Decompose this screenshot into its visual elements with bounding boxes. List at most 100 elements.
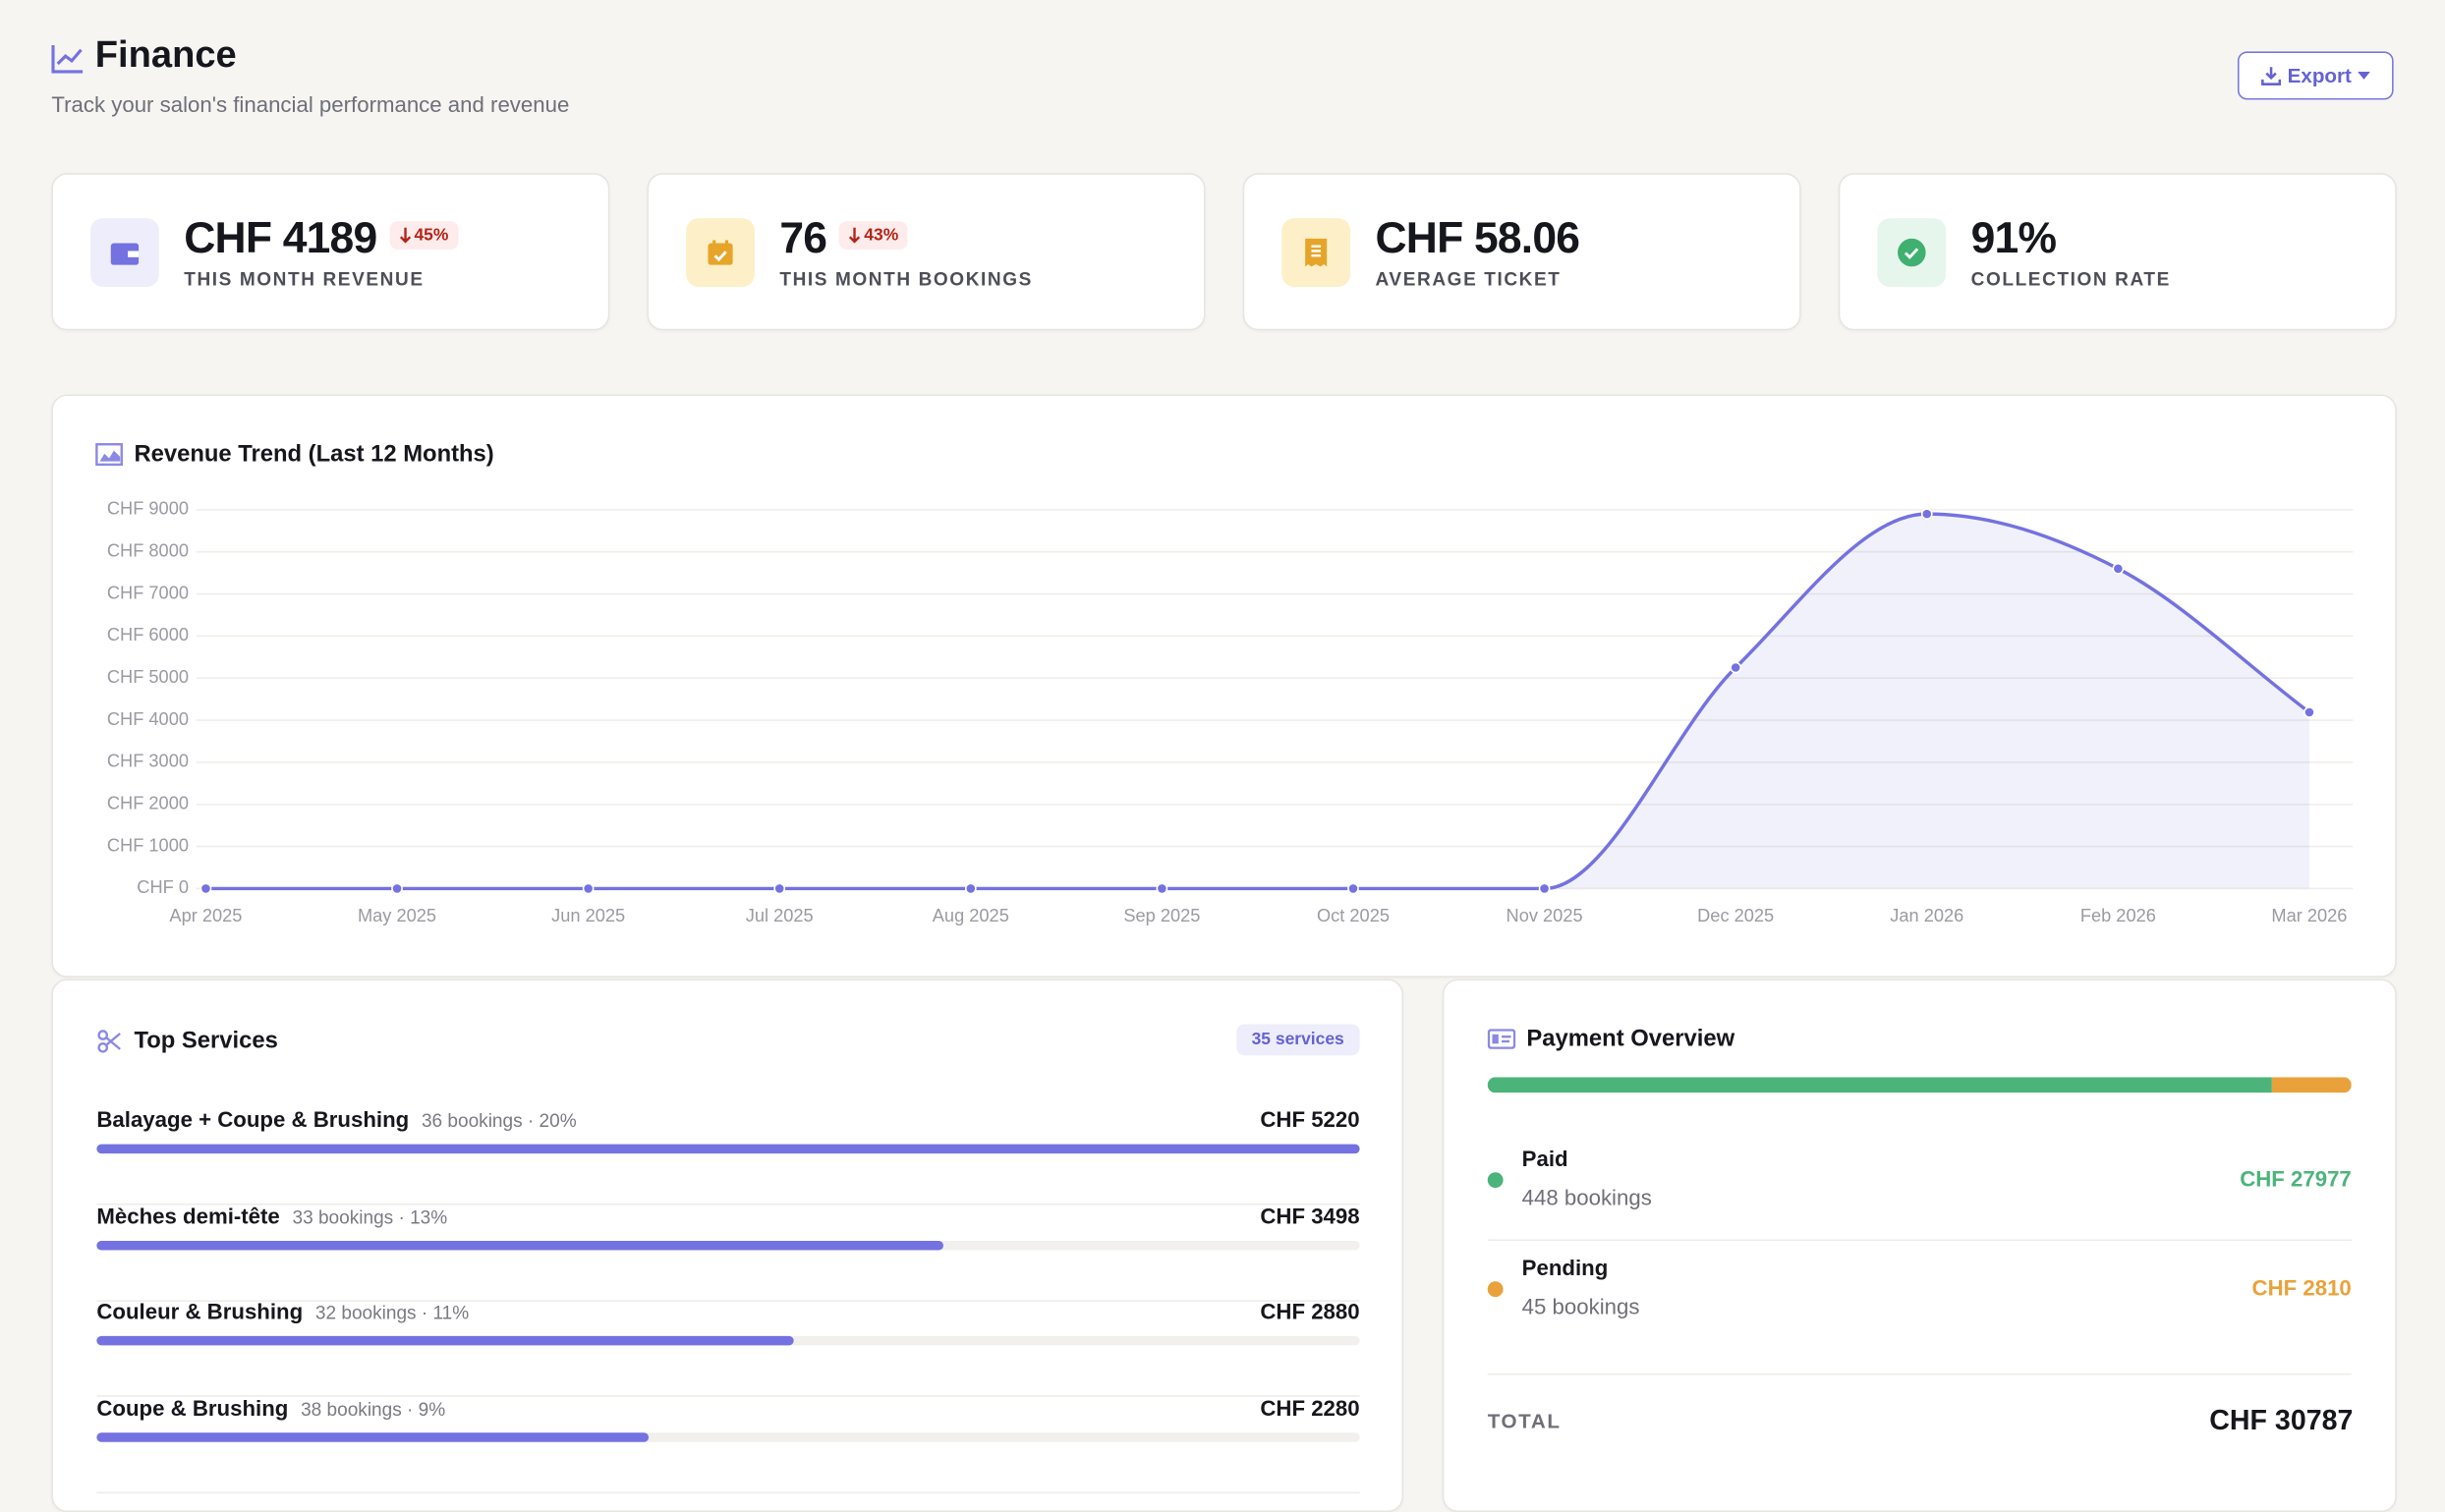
status-dot [1487, 1172, 1504, 1189]
stat-value-text: 91% [1970, 213, 2057, 262]
page-subtitle: Track your salon's financial performance… [51, 91, 570, 118]
point [1538, 882, 1551, 895]
service-track [96, 1431, 1360, 1441]
y-tick-label: CHF 7000 [107, 582, 189, 602]
stat-label: THIS MONTH REVENUE [184, 267, 425, 291]
stat-value-text: CHF 4189 [184, 213, 377, 262]
service-bar [96, 1144, 1360, 1154]
export-label: Export [2287, 64, 2352, 87]
service-amount: CHF 2880 [1260, 1298, 1360, 1324]
export-button[interactable]: Export [2237, 51, 2394, 100]
point [1730, 661, 1742, 674]
service-name: Mèches demi-tête 33 bookings · 13% [96, 1203, 447, 1227]
point [199, 882, 212, 895]
payment-segment [2272, 1077, 2352, 1093]
service-meta: 36 bookings · 20% [421, 1109, 577, 1132]
service-amount: CHF 5220 [1260, 1106, 1360, 1132]
y-tick-label: CHF 3000 [107, 751, 189, 771]
service-row: Balayage + Coupe & Brushing 36 bookings ·… [96, 1106, 1360, 1205]
point [773, 882, 786, 895]
payment-bookings: 45 bookings [1521, 1293, 1640, 1319]
stat-card: 91% COLLECTION RATE [1838, 173, 2397, 331]
down-arrow [399, 227, 411, 244]
chart: Revenue Trend (Last 12 Months) CHF 0 CHF … [95, 441, 2354, 925]
y-tick-label: CHF 8000 [107, 540, 189, 561]
x-tick-label: May 2025 [358, 905, 436, 925]
payment-amount: CHF 2810 [2251, 1274, 2352, 1301]
stat-label: THIS MONTH BOOKINGS [779, 267, 1033, 291]
point [2112, 562, 2125, 575]
payment-bookings: 448 bookings [1521, 1184, 1652, 1210]
down-arrow [849, 227, 861, 244]
x-tick-label: Apr 2025 [169, 905, 242, 925]
section-title: Payment Overview [1526, 1026, 1735, 1053]
service-row: Coupe & Brushing 38 bookings · 9% CHF 2280 [96, 1394, 1360, 1493]
chart-icon [95, 443, 123, 467]
stat-value: 91% [1971, 213, 2057, 263]
payment-bar [1487, 1077, 2352, 1093]
payment-icon [1487, 1029, 1516, 1049]
stat-value: 76 43% [779, 213, 908, 263]
status-dot [1487, 1281, 1504, 1298]
chart-card: Revenue Trend (Last 12 Months) CHF 0 CHF … [51, 394, 2397, 978]
x-tick-label: Sep 2025 [1123, 905, 1200, 925]
section-title: Top Services [134, 1027, 278, 1054]
service-meta: 38 bookings · 9% [301, 1397, 446, 1420]
service-name: Balayage + Coupe & Brushing 36 bookings ·… [96, 1107, 576, 1132]
change-badge: 43% [838, 221, 908, 250]
stat-value-text: 76 [779, 213, 827, 262]
point [391, 882, 403, 895]
x-tick-label: Nov 2025 [1507, 905, 1583, 925]
service-name-text: Couleur & Brushing [96, 1298, 304, 1324]
icon [110, 242, 140, 264]
icon [1898, 238, 1926, 267]
service-meta: 33 bookings · 13% [292, 1205, 448, 1228]
change-value: 43% [864, 226, 899, 246]
payment-card: Payment Overview Paid 448 bookings CHF 279… [1442, 979, 2397, 1512]
scissors-icon [97, 1030, 121, 1053]
icon [1305, 238, 1328, 267]
payment-amount: CHF 27977 [2240, 1165, 2352, 1192]
stat-card: CHF 58.06 AVERAGE TICKET [1242, 173, 1801, 331]
payment-segment [1487, 1077, 2273, 1093]
y-tick-label: CHF 9000 [107, 498, 189, 519]
service-track [96, 1335, 1360, 1346]
change-badge: 45% [389, 221, 458, 250]
y-tick-label: CHF 1000 [107, 834, 189, 855]
x-tick-label: Oct 2025 [1317, 905, 1390, 925]
total-value: CHF 30787 [2209, 1404, 2354, 1436]
point [1920, 508, 1933, 521]
point [1347, 882, 1359, 895]
stat-value-text: CHF 58.06 [1375, 213, 1580, 262]
service-name: Coupe & Brushing 38 bookings · 9% [96, 1394, 445, 1419]
point [2303, 706, 2315, 718]
stat-value: CHF 4189 45% [184, 213, 458, 263]
x-tick-label: Feb 2026 [2080, 905, 2156, 925]
download-icon [2260, 67, 2281, 85]
point [1156, 882, 1168, 895]
x-tick-label: Jan 2026 [1890, 905, 1963, 925]
service-name-text: Balayage + Coupe & Brushing [96, 1106, 410, 1132]
icon [708, 240, 733, 265]
caret [2358, 71, 2370, 80]
x-tick-label: Dec 2025 [1697, 905, 1774, 925]
service-name-text: Coupe & Brushing [96, 1394, 289, 1420]
point [964, 882, 977, 895]
top-services-card: Top Services 35 services Balayage + Coup… [51, 979, 1404, 1512]
y-tick-label: CHF 6000 [107, 624, 189, 644]
area [205, 514, 2309, 889]
service-bar [96, 1431, 649, 1441]
stat-icon [90, 218, 159, 287]
x-tick-label: Jul 2025 [746, 905, 814, 925]
divider [1487, 1372, 2352, 1375]
y-tick-label: CHF 4000 [107, 708, 189, 729]
payment-row: Pending 45 bookings CHF 2810 [1487, 1239, 2352, 1348]
page-title: Finance [94, 33, 237, 77]
payment-name: Paid [1521, 1146, 1568, 1171]
y-tick-label: CHF 2000 [107, 793, 189, 813]
stat-label: AVERAGE TICKET [1375, 267, 1562, 291]
total-label: TOTAL [1487, 1409, 1562, 1433]
change-value: 45% [414, 226, 449, 246]
service-bar [96, 1335, 794, 1346]
